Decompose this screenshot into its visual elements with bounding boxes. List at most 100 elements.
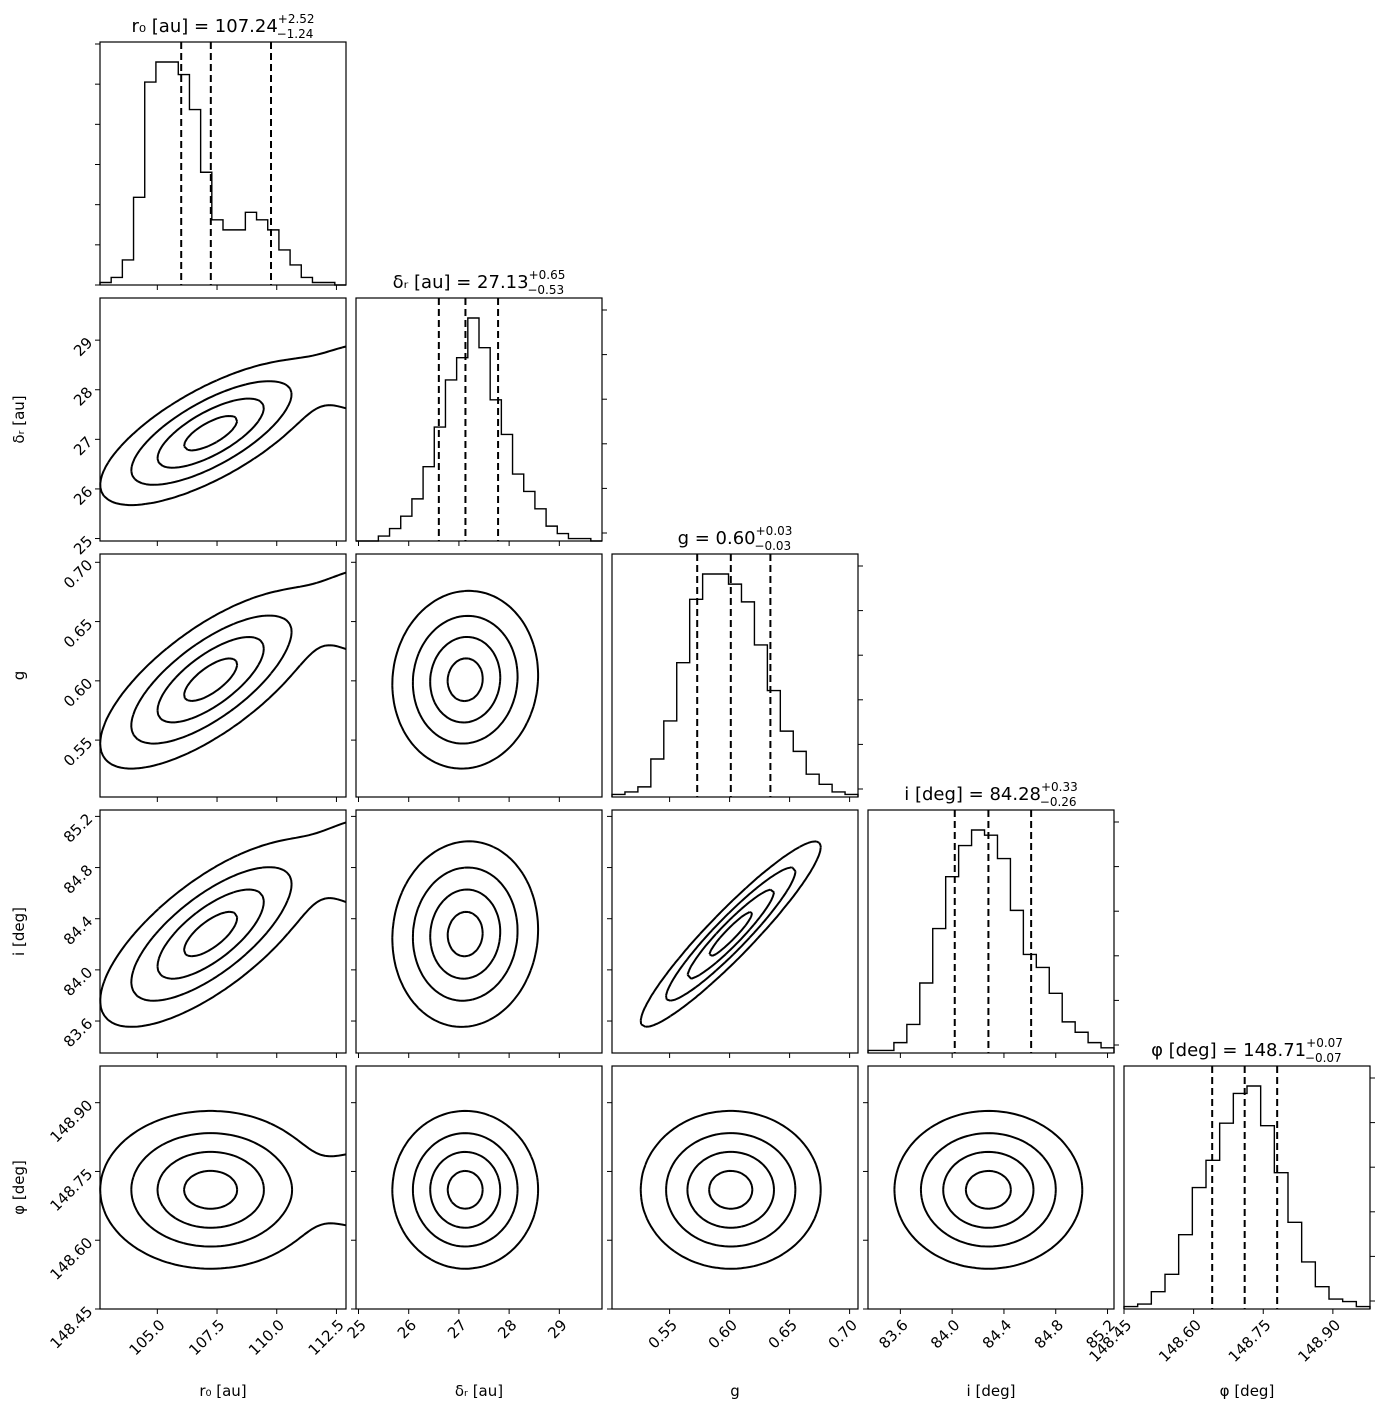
title-sub: −0.26 xyxy=(1040,795,1077,809)
title-sub: −0.53 xyxy=(527,283,564,297)
axes-frame xyxy=(355,553,603,798)
title-sub: −0.07 xyxy=(1305,1051,1342,1065)
contour-level-3 xyxy=(183,415,239,452)
contour-level-0 xyxy=(639,840,822,1028)
title-sup: +0.07 xyxy=(1306,1036,1343,1050)
scatter-panel-2-1 xyxy=(351,553,603,802)
axes-frame xyxy=(355,809,603,1054)
x-tick-label: 25 xyxy=(344,1316,370,1342)
panel-title: i [deg] = 84.28+0.33 −0.26 xyxy=(904,780,1078,809)
contour-level-0 xyxy=(99,1109,347,1270)
hist-panel-2: g = 0.60+0.03 −0.03 xyxy=(611,524,863,802)
x-tick-label: 84.8 xyxy=(1031,1316,1067,1352)
histogram-step xyxy=(867,829,1115,1053)
contour-level-1 xyxy=(665,1132,797,1248)
y-tick-label: 28 xyxy=(70,383,96,409)
contour-level-1 xyxy=(411,614,519,745)
contour-level-2 xyxy=(429,1150,502,1229)
contour-level-1 xyxy=(919,1132,1057,1248)
y-tick-label: 148.75 xyxy=(47,1165,97,1215)
x-tick-label: 110.0 xyxy=(245,1316,288,1359)
contour-level-0 xyxy=(391,589,540,770)
y-tick-label: 84.4 xyxy=(60,912,96,948)
y-axis-label: φ [deg] xyxy=(10,1160,28,1215)
title-main: φ [deg] = 148.71 xyxy=(1151,1040,1306,1061)
contour-level-0 xyxy=(391,1109,540,1270)
x-tick-label: 0.55 xyxy=(645,1316,681,1352)
title-main: g = 0.60 xyxy=(678,528,756,549)
contour-level-1 xyxy=(130,1132,294,1248)
contour-level-0 xyxy=(99,821,347,1028)
panel-title: r₀ [au] = 107.24+2.52 −1.24 xyxy=(131,12,314,41)
axes-frame xyxy=(611,553,859,798)
y-tick-label: 0.70 xyxy=(60,556,96,592)
axes-frame xyxy=(355,297,603,542)
x-axis-label: δᵣ [au] xyxy=(455,1382,503,1400)
y-tick-label: 0.55 xyxy=(60,734,96,770)
scatter-panel-3-2 xyxy=(607,809,859,1058)
axes-frame xyxy=(611,1065,859,1310)
contour-level-2 xyxy=(686,888,776,980)
y-tick-label: 0.65 xyxy=(60,615,96,651)
title-sub: −0.03 xyxy=(754,539,791,553)
x-tick-label: 29 xyxy=(544,1316,570,1342)
x-tick-label: 84.0 xyxy=(927,1316,963,1352)
y-axis-label: i [deg] xyxy=(10,907,28,956)
title-main: δᵣ [au] = 27.13 xyxy=(393,272,529,293)
x-tick-label: 0.60 xyxy=(705,1316,741,1352)
hist-panel-3: i [deg] = 84.28+0.33 −0.26 xyxy=(867,780,1119,1058)
histogram-step xyxy=(1123,1085,1371,1309)
scatter-panel-4-1 xyxy=(351,1065,603,1314)
axes-frame xyxy=(355,1065,603,1310)
panel-title: g = 0.60+0.03 −0.03 xyxy=(678,524,793,553)
x-tick-label: 0.70 xyxy=(825,1316,861,1352)
contour-level-3 xyxy=(183,1169,239,1210)
panel-title: δᵣ [au] = 27.13+0.65 −0.53 xyxy=(393,268,566,297)
y-tick-label: 27 xyxy=(70,433,96,459)
contour-level-3 xyxy=(446,657,484,703)
hist-panel-1: δᵣ [au] = 27.13+0.65 −0.53 xyxy=(355,268,607,546)
y-axis-label: g xyxy=(10,671,28,681)
panel-title: φ [deg] = 148.71+0.07 −0.07 xyxy=(1151,1036,1343,1065)
y-tick-label: 25 xyxy=(70,532,96,558)
scatter-panel-3-0 xyxy=(95,809,347,1058)
x-tick-label: 84.4 xyxy=(979,1316,1015,1352)
scatter-panel-4-2 xyxy=(607,1065,859,1314)
histogram-step xyxy=(356,317,602,542)
axes-frame xyxy=(99,1065,347,1310)
contour-level-1 xyxy=(130,380,293,486)
contour-level-1 xyxy=(411,866,519,1002)
x-tick-label: 148.90 xyxy=(1294,1316,1344,1366)
title-sup: +0.33 xyxy=(1041,780,1078,794)
histogram-step xyxy=(611,573,859,797)
contour-level-2 xyxy=(942,1150,1035,1229)
title-sup: +0.03 xyxy=(756,524,793,538)
contour-level-0 xyxy=(893,1109,1084,1270)
x-tick-label: 0.65 xyxy=(765,1316,801,1352)
y-axis-label: δᵣ [au] xyxy=(10,395,28,443)
title-sup: +0.65 xyxy=(529,268,566,282)
scatter-panel-1-0 xyxy=(95,297,347,546)
contour-level-0 xyxy=(639,1109,822,1270)
histogram-step xyxy=(99,61,346,286)
contour-level-3 xyxy=(708,911,754,957)
title-sub: −1.24 xyxy=(277,27,314,41)
y-tick-label: 26 xyxy=(70,483,96,509)
y-tick-label: 84.8 xyxy=(60,861,96,897)
axes-frame xyxy=(611,809,859,1054)
axes-frame xyxy=(99,809,347,1054)
contour-level-2 xyxy=(429,888,502,980)
title-main: i [deg] = 84.28 xyxy=(904,784,1041,805)
contour-level-1 xyxy=(130,866,293,1002)
y-tick-label: 148.60 xyxy=(47,1234,97,1284)
x-tick-label: 27 xyxy=(444,1316,470,1342)
x-tick-label: 105.0 xyxy=(126,1316,169,1359)
hist-panel-4: φ [deg] = 148.71+0.07 −0.07 xyxy=(1123,1036,1375,1314)
contour-level-2 xyxy=(156,1150,265,1229)
contour-level-2 xyxy=(686,1150,775,1229)
contour-level-3 xyxy=(446,1169,484,1210)
scatter-panel-4-0 xyxy=(95,1065,347,1314)
y-tick-label: 0.60 xyxy=(60,674,96,710)
x-tick-label: 26 xyxy=(394,1316,420,1342)
hist-panel-0: r₀ [au] = 107.24+2.52 −1.24 xyxy=(95,12,347,290)
